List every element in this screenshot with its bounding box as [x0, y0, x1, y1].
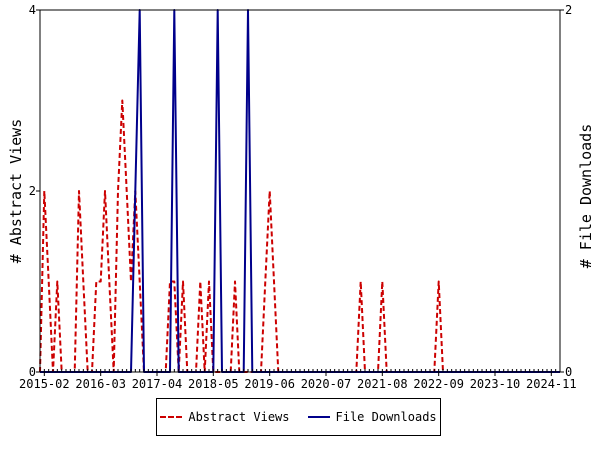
x-tick-label: 2015-02: [19, 377, 70, 391]
y-left-tick-label: 4: [29, 3, 36, 17]
legend-item-file-downloads: File Downloads: [307, 410, 437, 424]
legend-swatch-file-downloads: [307, 416, 330, 418]
x-tick-label: 2019-06: [244, 377, 295, 391]
series-line-file-downloads: [40, 9, 560, 373]
plot-area: [39, 9, 561, 373]
y-axis-left-label: # Abstract Views: [7, 119, 25, 264]
y-left-tick-label: 2: [29, 184, 36, 198]
x-tick-label: 2023-10: [470, 377, 521, 391]
y-left-tick-label: 0: [29, 365, 36, 379]
x-tick-label: 2016-03: [75, 377, 126, 391]
y-axis-right-label: # File Downloads: [577, 124, 595, 269]
x-tick-label: 2018-05: [188, 377, 239, 391]
y-right-tick-label: 2: [565, 3, 572, 17]
x-tick-label: 2022-09: [413, 377, 464, 391]
legend-item-abstract-views: Abstract Views: [160, 410, 290, 424]
legend-label-abstract-views: Abstract Views: [188, 410, 290, 424]
series-line-abstract-views: [39, 99, 560, 373]
legend-swatch-abstract-views: [160, 416, 183, 418]
legend-label-file-downloads: File Downloads: [335, 410, 437, 424]
x-tick-label: 2020-07: [301, 377, 352, 391]
y-right-tick-label: 0: [565, 365, 572, 379]
legend: Abstract Views File Downloads: [156, 398, 441, 436]
x-tick-label: 2017-04: [132, 377, 183, 391]
x-tick-label: 2021-08: [357, 377, 408, 391]
x-tick-label: 2024-11: [526, 377, 577, 391]
